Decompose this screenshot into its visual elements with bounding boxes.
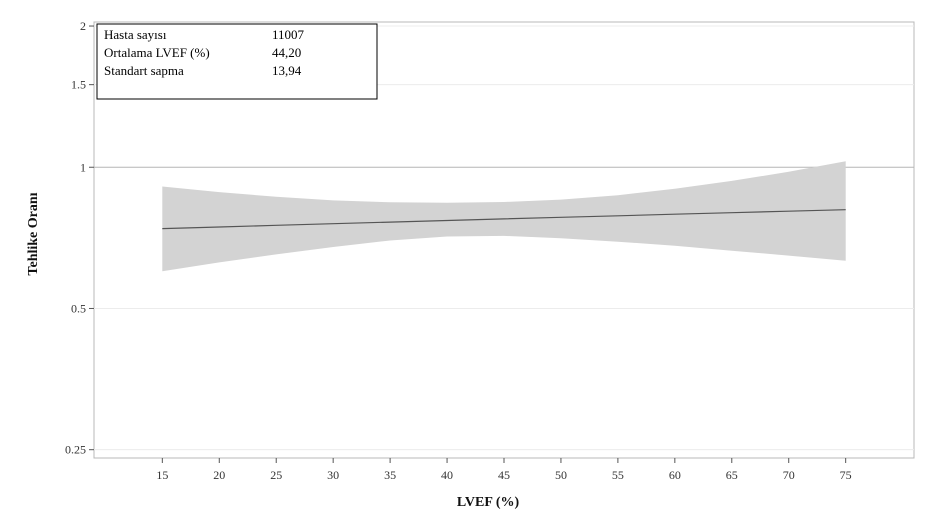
x-axis-ticks: 15 20 25 30 35 40 45 50 55 60 65 70 75 [156,458,852,482]
info-label-patients: Hasta sayısı [104,27,167,42]
y-tick-label: 0.25 [65,443,86,457]
x-tick-label: 70 [783,468,795,482]
confidence-band [162,161,846,272]
info-value-mean-lvef: 44,20 [272,45,301,60]
y-axis-title: Tehlike Oranı [26,192,41,275]
x-tick-label: 35 [384,468,396,482]
x-tick-label: 40 [441,468,453,482]
x-tick-label: 75 [840,468,852,482]
y-tick-label: 0.5 [71,301,86,315]
x-tick-label: 20 [213,468,225,482]
x-tick-label: 25 [270,468,282,482]
hazard-line-layer [162,209,846,230]
y-tick-label: 1.5 [71,78,86,92]
y-tick-label: 1 [80,160,86,174]
x-tick-label: 50 [555,468,567,482]
x-axis-title: LVEF (%) [457,495,520,510]
confidence-band-layer [162,161,846,272]
y-axis-ticks: 0.25 0.5 1 1.5 2 [65,19,94,457]
info-value-std: 13,94 [272,63,302,78]
hazard-ratio-line [162,209,846,230]
info-box-frame [96,23,378,100]
x-tick-label: 15 [156,468,168,482]
x-tick-label: 65 [726,468,738,482]
x-tick-label: 45 [498,468,510,482]
x-tick-label: 60 [669,468,681,482]
info-label-mean-lvef: Ortalama LVEF (%) [104,45,210,60]
info-box: Hasta sayısı 11007 Ortalama LVEF (%) 44,… [96,23,378,100]
x-tick-label: 30 [327,468,339,482]
y-tick-label: 2 [80,19,86,33]
x-tick-label: 55 [612,468,624,482]
info-label-std: Standart sapma [104,63,184,78]
info-value-patients: 11007 [272,27,305,42]
